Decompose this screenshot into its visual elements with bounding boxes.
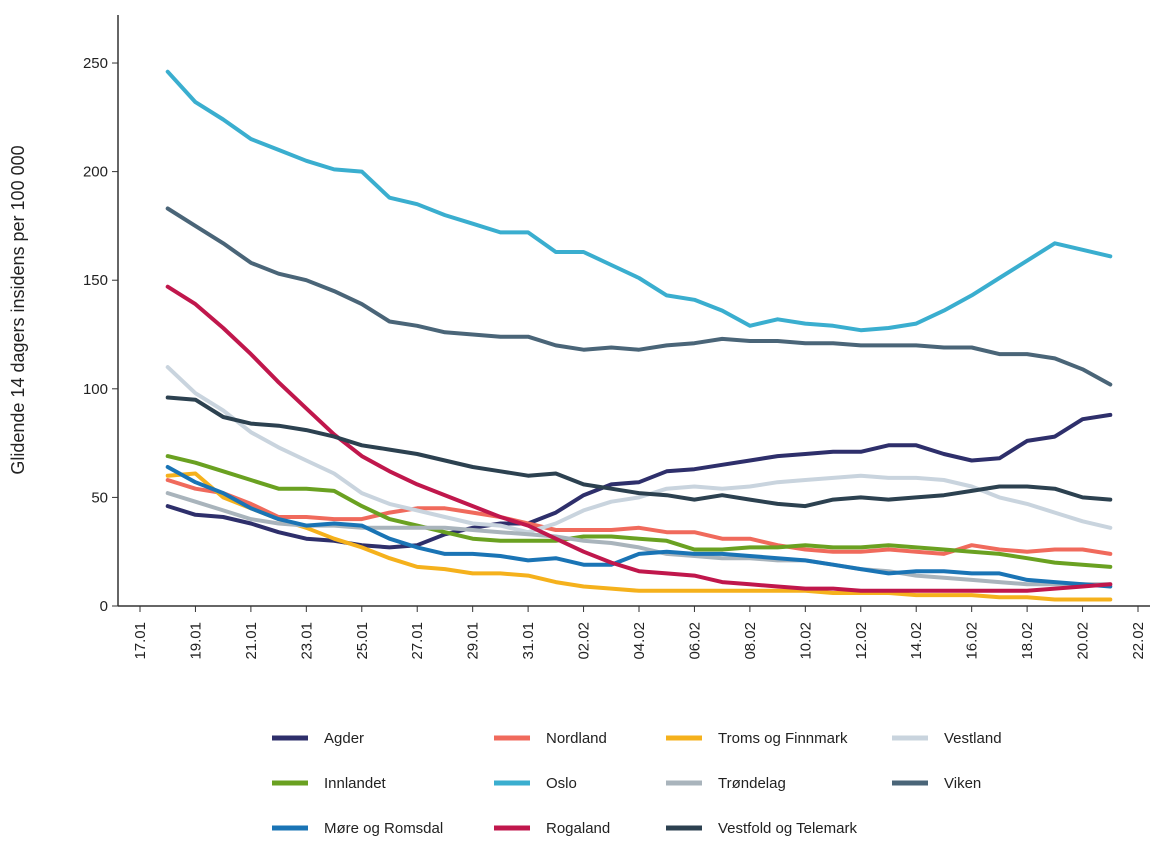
series-line	[165, 454, 1113, 569]
x-tick-label: 19.01	[187, 622, 204, 660]
x-tick-label: 10.02	[797, 622, 814, 660]
y-tick-label: 250	[83, 55, 108, 72]
x-tick-label: 18.02	[1019, 622, 1036, 660]
x-tick-label: 17.01	[132, 622, 149, 660]
x-tick-label: 27.01	[409, 622, 426, 660]
series-line	[165, 471, 1113, 602]
x-tick-label: 29.01	[465, 622, 482, 660]
y-tick-label: 100	[83, 381, 108, 398]
x-tick-label: 12.02	[853, 622, 870, 660]
x-tick-label: 06.02	[686, 622, 703, 660]
legend-label: Vestfold og Telemark	[718, 820, 857, 837]
x-tick-label: 16.02	[964, 622, 981, 660]
legend-label: Innlandet	[324, 775, 387, 792]
series-line	[165, 69, 1113, 333]
x-tick-label: 25.01	[354, 622, 371, 660]
legend-label: Oslo	[546, 775, 577, 792]
y-axis-label: Glidende 14 dagers insidens per 100 000	[8, 145, 28, 474]
series-line	[165, 365, 1113, 535]
y-tick-label: 150	[83, 272, 108, 289]
x-tick-label: 23.01	[298, 622, 315, 660]
y-tick-label: 0	[100, 598, 108, 615]
series-line	[165, 395, 1113, 509]
legend-label: Nordland	[546, 730, 607, 747]
x-tick-label: 02.02	[576, 622, 593, 660]
series-line	[165, 412, 1113, 550]
legend-label: Vestland	[944, 730, 1002, 747]
legend-label: Troms og Finnmark	[718, 730, 848, 747]
legend-label: Viken	[944, 775, 981, 792]
series-line	[165, 206, 1113, 387]
x-tick-label: 14.02	[908, 622, 925, 660]
x-tick-label: 31.01	[520, 622, 537, 660]
legend-label: Agder	[324, 730, 364, 747]
legend-label: Rogaland	[546, 820, 610, 837]
legend-label: Trøndelag	[718, 775, 786, 792]
x-tick-label: 08.02	[742, 622, 759, 660]
series-line	[165, 284, 1113, 593]
y-tick-label: 50	[91, 489, 108, 506]
x-tick-label: 04.02	[631, 622, 648, 660]
x-tick-label: 20.02	[1075, 622, 1092, 660]
x-tick-label: 21.01	[243, 622, 260, 660]
x-tick-label: 22.02	[1130, 622, 1147, 660]
series-line	[165, 465, 1113, 589]
legend-label: Møre og Romsdal	[324, 820, 443, 837]
y-tick-label: 200	[83, 164, 108, 181]
